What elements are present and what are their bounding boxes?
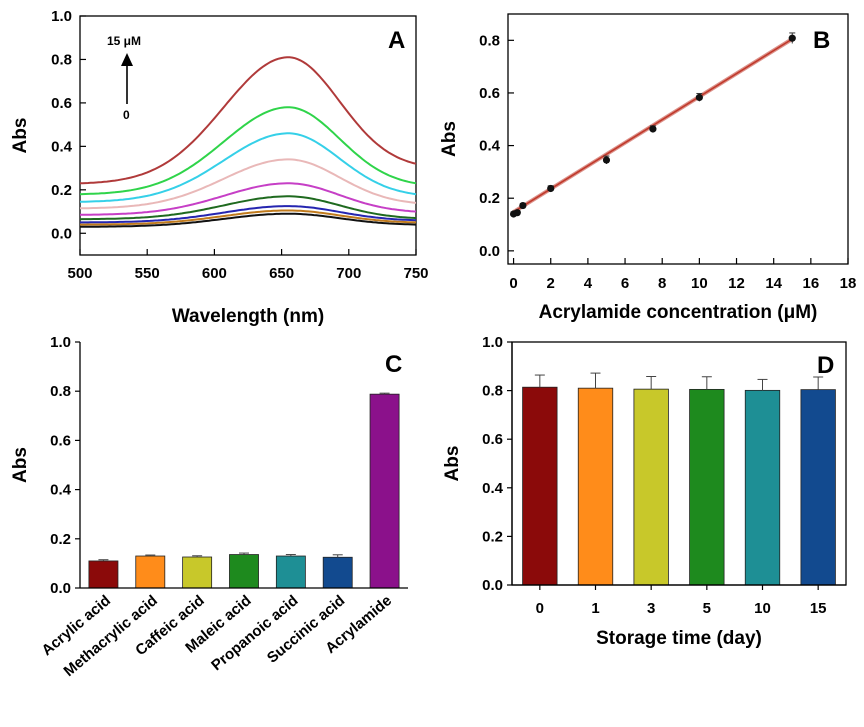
spectrum-line-8	[79, 212, 417, 228]
panel-b-point	[788, 34, 796, 42]
spectrum-line-7	[80, 209, 417, 226]
panel-d-ytick-label: 0.8	[482, 383, 503, 400]
panel-b-ytick-label: 0.6	[479, 85, 500, 102]
panel-b-xtick-label: 10	[691, 275, 708, 292]
panel-a-annotation-bottom: 0	[123, 108, 130, 122]
panel-d-bar-5	[800, 389, 836, 586]
panel-d-ytick-label: 0.2	[482, 528, 503, 545]
panel-c-ylabel: Abs	[10, 447, 31, 483]
panel-b-point	[513, 209, 521, 217]
panel-a: 500 550 600 650 700 750 0.0 0.2 0.4 0.6 0.8 1.0 Wave…	[10, 8, 429, 327]
panel-d-ytick-label: 1.0	[482, 334, 503, 351]
panel-d-category-label: 15	[810, 600, 827, 617]
panel-b-ytick-label: 0.8	[479, 32, 500, 49]
panel-d-category-label: 1	[591, 600, 599, 617]
spectrum-line-1	[79, 106, 417, 196]
panel-c-bar-6	[369, 393, 400, 589]
panel-c-letter: C	[385, 351, 402, 378]
panel-b-point	[649, 125, 657, 133]
panel-b-xtick-label: 6	[621, 275, 629, 292]
panel-a-ytick-label: 0.6	[51, 95, 72, 112]
panel-d-category-label: 0	[536, 600, 544, 617]
panel-c-bar-1	[135, 555, 166, 589]
panel-b-xtick-label: 8	[658, 275, 666, 292]
panel-d-ytick-label: 0.6	[482, 431, 503, 448]
panel-b-letter: B	[813, 27, 830, 54]
panel-b: 0 2 4 6 8 10 12 14 16 18 0.0 0.2 0.4 0.6 0.8 Acrylamide…	[439, 13, 857, 323]
panel-a-frame	[79, 15, 417, 256]
panel-c-bar-2	[182, 556, 213, 589]
spectrum-line-6	[80, 205, 417, 224]
panel-b-point	[602, 156, 611, 164]
panel-b-xtick-label: 14	[765, 275, 782, 292]
panel-b-xtick-label: 0	[509, 275, 517, 292]
panel-d: 0.0 0.2 0.4 0.6 0.8 1.0 0 1 3 5 10 15 Abs Storage tim…	[442, 334, 847, 649]
panel-a-xtick-label: 750	[403, 265, 428, 282]
spectrum-line-3	[79, 158, 417, 210]
panel-d-bar-3	[689, 388, 725, 586]
panel-d-bar-4	[744, 389, 781, 586]
panel-c-ytick-label: 0.8	[50, 383, 71, 400]
panel-b-point	[695, 93, 703, 102]
panel-b-xtick-label: 4	[584, 275, 593, 292]
panel-c-ytick-label: 1.0	[50, 334, 71, 351]
panel-b-ytick-label: 0.2	[479, 190, 500, 207]
panel-a-ytick-label: 0.2	[51, 182, 72, 199]
panel-a-ytick-label: 0.8	[51, 51, 72, 68]
panel-a-xlabel: Wavelength (nm)	[172, 306, 324, 327]
spectrum-line-5	[79, 195, 417, 221]
panel-d-category-label: 3	[647, 600, 655, 617]
panel-b-xtick-label: 18	[840, 275, 857, 292]
panel-d-letter: D	[817, 352, 834, 379]
panel-d-bar-0	[522, 386, 558, 586]
panel-a-letter: A	[388, 27, 405, 54]
panel-b-ylabel: Abs	[439, 121, 460, 157]
spectrum-line-0	[79, 56, 417, 185]
panel-b-xtick-label: 16	[802, 275, 819, 292]
panel-c-bar-4	[275, 555, 306, 589]
panel-c-ytick-label: 0.0	[50, 580, 71, 597]
panel-b-xlabel: Acrylamide concentration (μM)	[539, 302, 818, 323]
panel-a-ytick-label: 0.4	[51, 138, 73, 155]
panel-c-bar-5	[322, 556, 353, 589]
spectrum-line-4	[80, 182, 417, 216]
panel-c-bar-3	[229, 554, 259, 589]
panel-d-frame	[511, 341, 847, 586]
panel-c-bar-0	[88, 560, 119, 589]
panel-d-ytick-label: 0.0	[482, 577, 503, 594]
panel-b-xtick-label: 2	[547, 275, 555, 292]
panel-b-ytick-label: 0.0	[479, 243, 500, 260]
panel-a-xtick-label: 500	[67, 265, 92, 282]
panel-a-arrow-head	[121, 53, 133, 66]
panel-d-category-label: 10	[754, 600, 771, 617]
panel-a-ytick-label: 0.0	[51, 225, 72, 242]
panel-d-xlabel: Storage time (day)	[596, 628, 762, 649]
panel-b-xtick-label: 12	[728, 275, 745, 292]
panel-d-category-label: 5	[703, 600, 711, 617]
panel-d-bar-1	[577, 387, 614, 586]
panel-d-ytick-label: 0.4	[482, 480, 504, 497]
panel-a-annotation-top: 15 μM	[107, 34, 141, 48]
panel-a-xtick-label: 600	[202, 265, 227, 282]
panel-a-ylabel: Abs	[10, 118, 31, 154]
panel-a-ytick-label: 1.0	[51, 8, 72, 25]
panel-a-xtick-label: 550	[135, 265, 160, 282]
panel-d-bar-2	[633, 388, 669, 586]
panel-d-ylabel: Abs	[442, 446, 463, 482]
panel-c-ytick-label: 0.4	[50, 482, 72, 499]
panel-a-xtick-label: 650	[269, 265, 294, 282]
panel-a-xtick-label: 700	[336, 265, 361, 282]
panel-c-ytick-label: 0.2	[50, 531, 71, 548]
panel-b-ytick-label: 0.4	[479, 138, 501, 155]
panel-b-point	[519, 201, 527, 210]
panel-c-ytick-label: 0.6	[50, 432, 71, 449]
panel-b-frame	[507, 13, 849, 265]
panel-b-point	[547, 184, 555, 193]
spectrum-line-2	[79, 132, 417, 203]
